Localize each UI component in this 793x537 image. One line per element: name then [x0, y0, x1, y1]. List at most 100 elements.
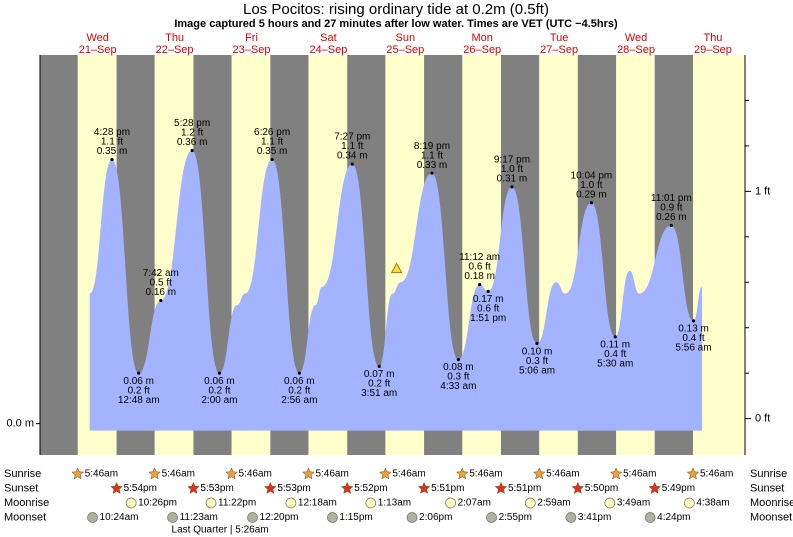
extreme-ft: 0.6 ft — [469, 262, 491, 273]
tide-extreme — [510, 185, 514, 189]
extreme-ft: 0.4 ft — [682, 333, 704, 344]
event-icon — [285, 497, 297, 509]
event-icon — [686, 467, 700, 480]
extreme-m: 0.33 m — [417, 160, 448, 171]
event-time: 5:46am — [162, 469, 195, 480]
extreme-time: 4:28 pm — [94, 127, 130, 138]
extreme-m: 0.07 m — [364, 369, 395, 380]
event-time: 5:46am — [315, 469, 348, 480]
extreme-ft: 1.1 ft — [341, 141, 363, 152]
extreme-ft: 0.6 ft — [477, 304, 499, 315]
event-icon — [263, 481, 277, 494]
extreme-time: 5:56 am — [675, 343, 711, 354]
extreme-time: 6:26 pm — [254, 127, 290, 138]
event-icon — [565, 512, 577, 523]
event-icon — [648, 481, 662, 494]
event-time: 5:51pm — [508, 483, 541, 494]
event-time: 5:53pm — [277, 483, 310, 494]
event-time: 10:26pm — [138, 498, 177, 509]
extreme-time: 7:42 am — [143, 268, 179, 279]
event-time: 12:18am — [298, 498, 337, 509]
event-icon — [378, 467, 392, 480]
row-label: Sunset — [4, 482, 38, 494]
extreme-m: 0.26 m — [656, 212, 687, 223]
event-icon — [340, 481, 354, 494]
y-tick-label: 0 ft — [755, 413, 770, 425]
tide-extreme — [669, 223, 673, 228]
event-time: 5:46am — [700, 469, 733, 480]
tide-extreme — [691, 319, 696, 323]
date-label: 22–Sep — [156, 44, 194, 56]
tide-extreme — [137, 371, 141, 375]
event-time: 2:59am — [537, 498, 570, 509]
tide-extreme — [486, 289, 490, 293]
extreme-m: 0.35 m — [97, 146, 128, 157]
event-icon — [494, 481, 508, 494]
event-time: 5:49pm — [662, 483, 695, 494]
event-icon — [302, 467, 315, 480]
extreme-m: 0.17 m — [473, 294, 504, 305]
event-icon — [445, 497, 456, 509]
day-name: Sun — [396, 32, 416, 44]
event-time: 5:46am — [546, 469, 579, 480]
date-label: 28–Sep — [617, 44, 655, 56]
event-icon — [187, 481, 200, 494]
extreme-time: 5:06 am — [519, 365, 555, 376]
tide-extreme — [589, 201, 594, 205]
date-label: 23–Sep — [233, 44, 271, 56]
event-time: 5:54pm — [124, 483, 157, 494]
event-icon — [406, 512, 418, 523]
event-icon — [644, 512, 656, 523]
event-icon — [110, 481, 123, 494]
event-time: 5:46am — [392, 469, 425, 480]
date-label: 26–Sep — [463, 44, 501, 56]
extreme-m: 0.31 m — [497, 173, 528, 184]
extreme-m: 0.06 m — [123, 376, 154, 387]
chart-subtitle: Image captured 5 hours and 27 minutes af… — [174, 18, 618, 30]
extreme-ft: 1.1 ft — [261, 137, 283, 148]
extreme-ft: 1.1 ft — [421, 150, 443, 161]
event-icon — [247, 512, 258, 523]
tide-extreme — [350, 162, 354, 166]
event-time: 5:46am — [623, 469, 656, 480]
date-label: 25–Sep — [386, 44, 424, 56]
event-icon — [571, 481, 585, 494]
chart-title: Los Pocitos: rising ordinary tide at 0.2… — [243, 1, 549, 18]
event-time: 3:41pm — [578, 512, 611, 523]
tide-extreme — [430, 171, 434, 175]
extreme-time: 5:30 am — [597, 358, 633, 369]
extreme-m: 0.35 m — [257, 146, 288, 157]
extreme-m: 0.06 m — [204, 376, 235, 387]
extreme-time: 9:17 pm — [494, 154, 530, 165]
extreme-time: 4:33 am — [440, 381, 476, 392]
extreme-m: 0.36 m — [177, 137, 208, 148]
event-time: 2:07am — [458, 498, 491, 509]
tide-extreme — [297, 371, 301, 375]
tide-extreme — [190, 148, 194, 153]
extreme-m: 0.34 m — [337, 151, 368, 162]
event-time: 5:46am — [239, 469, 272, 480]
event-icon — [417, 481, 431, 494]
event-icon — [604, 497, 616, 509]
tide-extreme — [478, 282, 482, 287]
tide-area — [89, 150, 703, 431]
y-left-tick-label: 0.0 m — [6, 418, 34, 430]
extreme-ft: 0.2 ft — [208, 385, 230, 396]
extreme-ft: 0.3 ft — [447, 372, 469, 383]
extreme-ft: 1.0 ft — [501, 164, 523, 175]
tide-extreme — [613, 335, 617, 339]
day-name: Wed — [625, 32, 647, 44]
extreme-time: 8:19 pm — [414, 141, 450, 152]
event-time: 5:51pm — [431, 483, 464, 494]
event-icon — [87, 512, 98, 523]
event-icon — [455, 467, 469, 480]
extreme-time: 5:28 pm — [174, 118, 210, 129]
date-label: 27–Sep — [540, 44, 578, 56]
tide-extreme — [456, 357, 460, 362]
extreme-time: 1:51 pm — [470, 313, 506, 324]
row-label-right: Moonset — [750, 511, 792, 523]
event-time: 2:55pm — [499, 512, 532, 523]
event-icon — [167, 512, 178, 523]
extreme-ft: 0.2 ft — [128, 385, 150, 396]
